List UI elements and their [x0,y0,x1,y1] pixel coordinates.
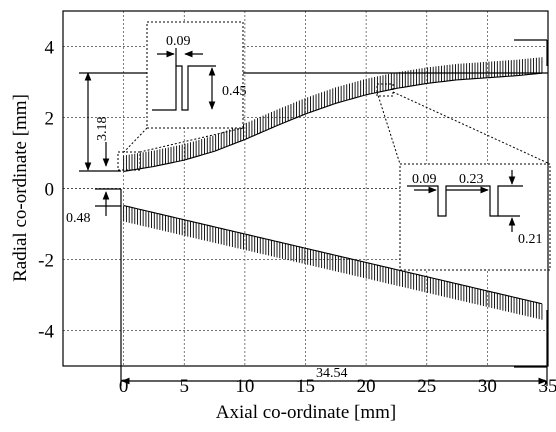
label-0.09-bottom: 0.09 [412,172,437,187]
inset-bottom-leader-1 [377,92,400,164]
inset-bottom-leader-2 [393,92,550,164]
x-tick-label: 5 [180,376,190,397]
y-tick-label: 0 [45,180,55,201]
x-tick-label: 20 [357,376,376,397]
y-axis-title: Radial co-ordinate [mm] [10,94,31,282]
x-tick-label: 0 [119,376,129,397]
inset-top-leader-2 [140,128,243,152]
y-tick-label: -4 [38,322,54,343]
y-tick-labels: -4 -2 0 2 4 [38,38,54,343]
x-tick-label: 25 [417,376,436,397]
label-0.09-top: 0.09 [166,34,191,49]
y-tick-label: 4 [45,38,55,59]
inset-top-box [147,22,243,128]
x-axis-title: Axial co-ordinate [mm] [216,402,396,423]
label-0.23: 0.23 [459,172,484,187]
inset-top-leader-1 [124,128,147,152]
y-tick-label: 2 [45,109,55,130]
y-tick-label: -2 [38,251,54,272]
dimension-annotations [79,22,550,386]
x-tick-label: 15 [296,376,315,397]
label-0.48: 0.48 [66,211,91,226]
label-3.18: 3.18 [95,117,110,142]
x-tick-label: 30 [478,376,497,397]
label-34.54: 34.54 [316,366,348,381]
x-tick-label: 10 [235,376,254,397]
label-0.45: 0.45 [222,84,247,99]
label-0.21: 0.21 [518,232,543,247]
